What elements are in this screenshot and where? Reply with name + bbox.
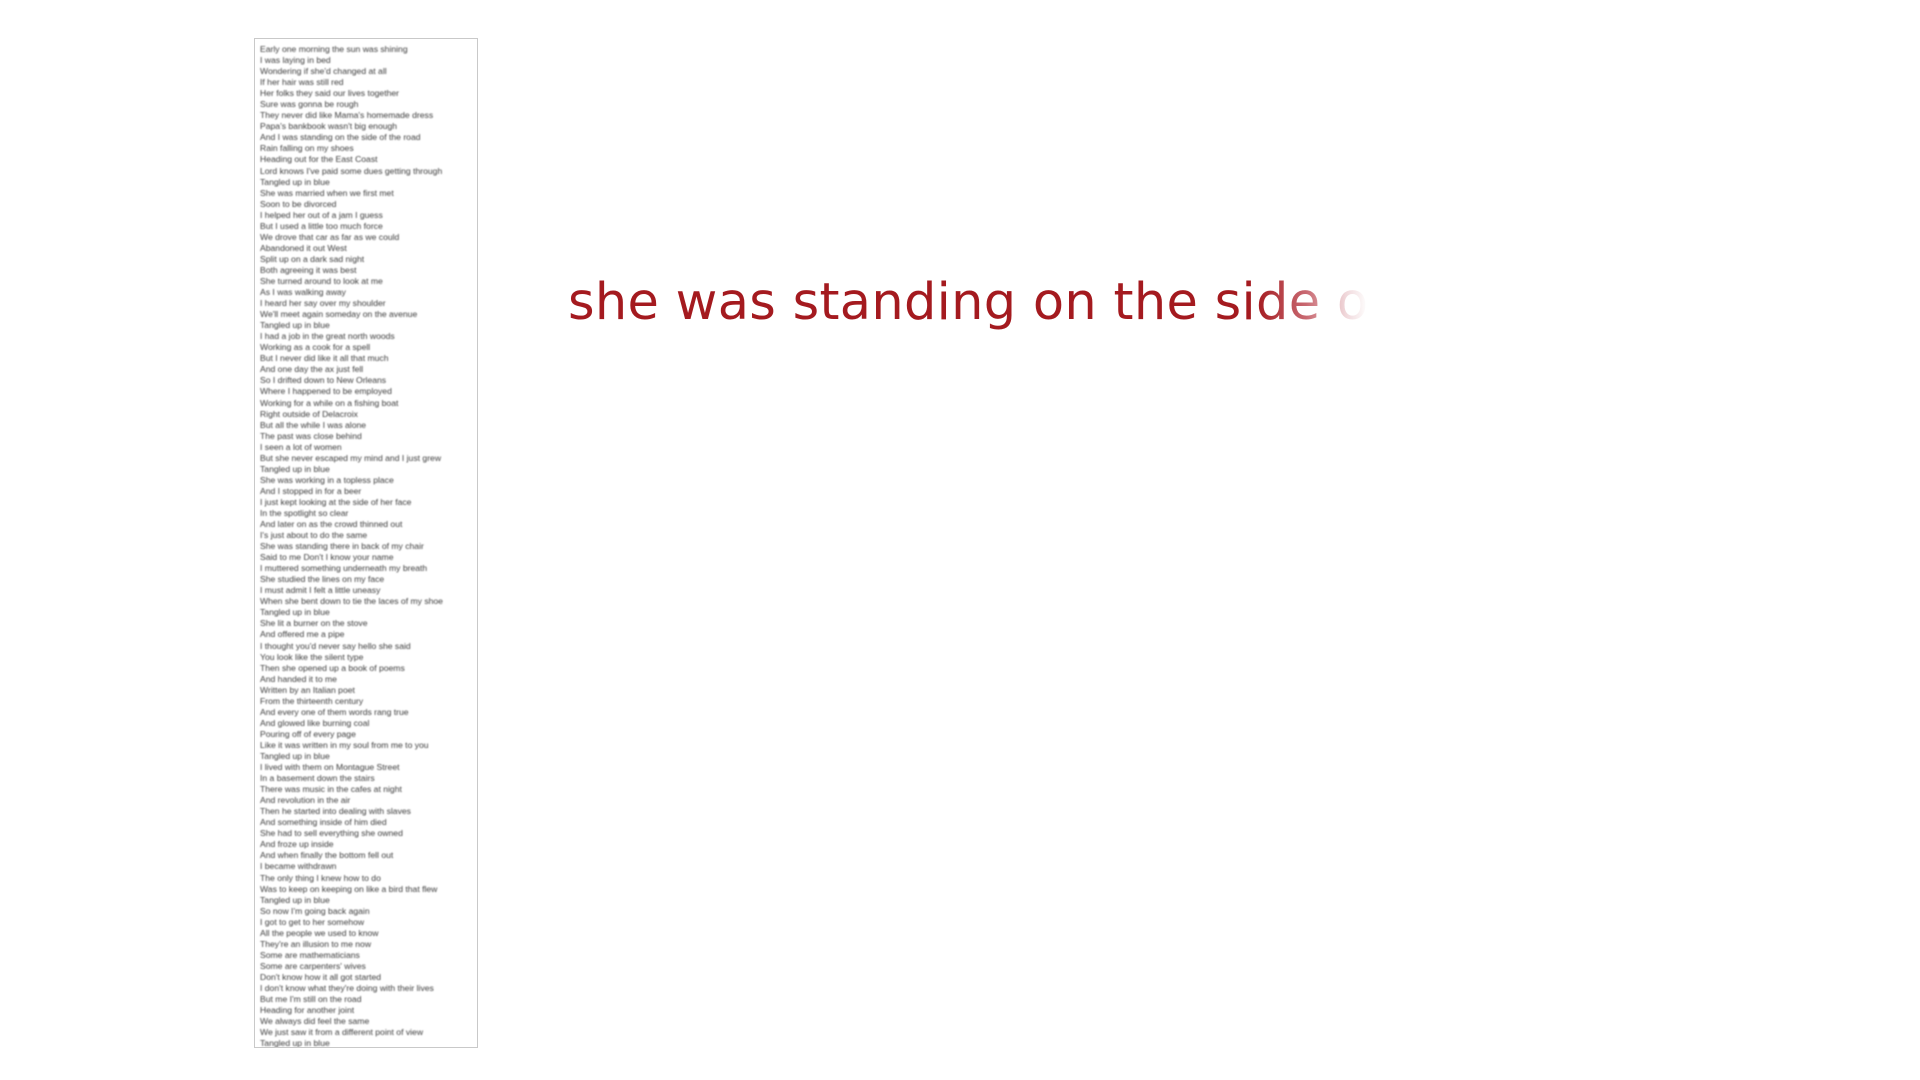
lyric-line: Papa's bankbook wasn't big enough (260, 121, 398, 132)
lyric-line: The only thing I knew how to do (260, 872, 381, 883)
lyric-line: Tangled up in blue (260, 176, 330, 187)
lyric-line: I must admit I felt a little uneasy (260, 585, 381, 596)
lyric-line: She was married when we first met (260, 187, 394, 198)
lyric-line: And something inside of him died (260, 817, 387, 828)
lyric-line: We just saw it from a different point of… (260, 1027, 424, 1038)
lyric-line: So I drifted down to New Orleans (260, 375, 387, 386)
lyric-line: And one day the ax just fell (260, 364, 364, 375)
lyric-line: She was standing there in back of my cha… (260, 541, 424, 552)
lyric-line: Like it was written in my soul from me t… (260, 739, 429, 750)
lyric-line: Where I happened to be employed (260, 386, 392, 397)
lyric-line: Tangled up in blue (260, 1038, 330, 1048)
lyric-line: She was working in a topless place (260, 474, 394, 485)
lyric-line: Sure was gonna be rough (260, 99, 359, 110)
lyric-line: Pouring off of every page (260, 728, 356, 739)
lyric-line: Then she opened up a book of poems (260, 662, 405, 673)
lyric-line: When she bent down to tie the laces of m… (260, 596, 443, 607)
lyrics-sheet: Early one morning the sun was shining I w… (254, 38, 478, 1048)
lyric-line: Early one morning the sun was shining (260, 44, 408, 54)
lyric-line: Rain falling on my shoes (260, 143, 354, 154)
lyric-line: They never did like Mama's homemade dres… (260, 110, 434, 121)
lyric-line: And revolution in the air (260, 795, 351, 806)
lyric-line: I heard her say over my shoulder (260, 298, 386, 309)
lyric-line: And later on as the crowd thinned out (260, 519, 403, 530)
lyric-line: She had to sell everything she owned (260, 828, 403, 839)
lyric-line: Tangled up in blue (260, 463, 330, 474)
lyric-line: Tangled up in blue (260, 320, 330, 331)
lyric-line: I thought you'd never say hello she said (260, 640, 411, 651)
lyric-line: Lord knows I've paid some dues getting t… (260, 165, 443, 176)
lyric-line: Tangled up in blue (260, 894, 330, 905)
lyric-line: But she never escaped my mind and I just… (260, 452, 442, 463)
lyric-line: But I used a little too much force (260, 220, 383, 231)
lyric-line: Working for a while on a fishing boat (260, 397, 399, 408)
lyric-line: Both agreeing it was best (260, 264, 357, 275)
lyric-line: I helped her out of a jam I guess (260, 209, 383, 220)
lyric-line: And when finally the bottom fell out (260, 850, 394, 861)
lyric-line: All the people we used to know (260, 927, 379, 938)
lyric-line: But all the while I was alone (260, 419, 367, 430)
lyric-line: And every one of them words rang true (260, 706, 409, 717)
lyric-line: We drove that car as far as we could (260, 231, 400, 242)
lyric-line: We'll meet again someday on the avenue (260, 309, 418, 320)
lyric-line: I just kept looking at the side of her f… (260, 496, 412, 507)
caption-fading-text: de o (1256, 273, 1369, 332)
lyric-line: She studied the lines on my face (260, 574, 385, 585)
lyric-line: But I never did like it all that much (260, 353, 389, 364)
lyric-line: Soon to be divorced (260, 198, 337, 209)
lyric-line: And I stopped in for a beer (260, 485, 362, 496)
lyric-line: From the thirteenth century (260, 695, 364, 706)
lyric-caption: she was standing on the side o (568, 268, 1368, 338)
lyric-line: I don't know what they're doing with the… (260, 982, 434, 993)
lyric-line: Right outside of Delacroix (260, 408, 358, 419)
lyric-line: And offered me a pipe (260, 629, 345, 640)
lyric-line: Working as a cook for a spell (260, 342, 371, 353)
lyric-line: In the spotlight so clear (260, 507, 349, 518)
lyric-line: So now I'm going back again (260, 905, 370, 916)
lyric-line: Heading out for the East Coast (260, 154, 378, 165)
lyric-line: And I was standing on the side of the ro… (260, 132, 421, 143)
lyric-line: Some are mathematicians (260, 949, 360, 960)
lyric-line: Heading for another joint (260, 1005, 355, 1016)
lyric-line: Some are carpenters' wives (260, 960, 366, 971)
lyric-line: Split up on a dark sad night (260, 253, 365, 264)
lyric-line: Then he started into dealing with slaves (260, 806, 411, 817)
lyric-line: I's just about to do the same (260, 530, 368, 541)
lyric-line: You look like the silent type (260, 651, 364, 662)
lyric-line: Don't know how it all got started (260, 971, 382, 982)
lyric-line: Tangled up in blue (260, 607, 330, 618)
lyric-line: I seen a lot of women (260, 441, 342, 452)
lyric-line: Written by an Italian poet (260, 684, 355, 695)
lyric-line: She lit a burner on the stove (260, 618, 368, 629)
lyric-line: If her hair was still red (260, 77, 344, 88)
lyric-line: Abandoned it out West (260, 242, 347, 253)
lyric-line: As I was walking away (260, 287, 346, 298)
lyric-line: And froze up inside (260, 839, 334, 850)
lyrics-list: Early one morning the sun was shining I w… (260, 44, 473, 1048)
lyric-line: And glowed like burning coal (260, 717, 370, 728)
lyric-line: There was music in the cafes at night (260, 784, 402, 795)
lyric-line: Tangled up in blue (260, 751, 330, 761)
lyric-line: Wondering if she'd changed at all (260, 66, 387, 77)
lyric-line: And handed it to me (260, 673, 337, 684)
lyric-line: I became withdrawn (260, 861, 337, 872)
lyric-line: I had a job in the great north woods (260, 331, 395, 342)
lyric-line: I got to get to her somehow (260, 916, 365, 927)
lyric-line: Said to me Don't I know your name (260, 552, 394, 563)
caption-text: she was standing on the si (568, 273, 1257, 332)
lyric-line: Was to keep on keeping on like a bird th… (260, 883, 438, 894)
lyric-line: I lived with them on Montague Street (260, 762, 400, 773)
lyric-line: But me I'm still on the road (260, 994, 362, 1005)
lyric-line: Her folks they said our lives together (260, 88, 399, 99)
lyric-line: I was laying in bed (260, 55, 331, 66)
lyric-line: In a basement down the stairs (260, 773, 375, 784)
lyric-line: She turned around to look at me (260, 275, 383, 286)
lyric-line: We always did feel the same (260, 1016, 370, 1027)
lyric-line: The past was close behind (260, 430, 362, 441)
lyric-line: I muttered something underneath my breat… (260, 563, 428, 574)
lyric-line: They're an illusion to me now (260, 938, 372, 949)
